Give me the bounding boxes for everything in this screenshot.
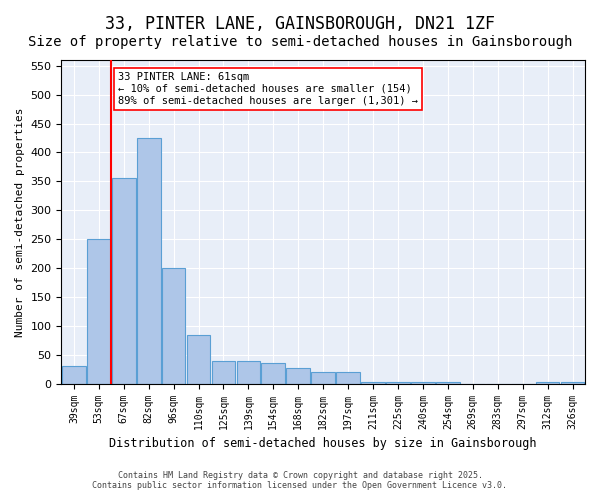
Bar [212, 360, 235, 384]
Bar [162, 268, 185, 384]
X-axis label: Distribution of semi-detached houses by size in Gainsborough: Distribution of semi-detached houses by … [109, 437, 537, 450]
Bar [386, 382, 410, 384]
Bar [411, 382, 435, 384]
Bar [62, 366, 86, 384]
Text: 33, PINTER LANE, GAINSBOROUGH, DN21 1ZF: 33, PINTER LANE, GAINSBOROUGH, DN21 1ZF [105, 15, 495, 33]
Bar [87, 239, 110, 384]
Bar [236, 360, 260, 384]
Bar [187, 334, 211, 384]
Bar [112, 178, 136, 384]
Bar [361, 382, 385, 384]
Y-axis label: Number of semi-detached properties: Number of semi-detached properties [15, 107, 25, 336]
Bar [262, 364, 285, 384]
Bar [336, 372, 360, 384]
Bar [560, 382, 584, 384]
Bar [436, 382, 460, 384]
Bar [536, 382, 559, 384]
Text: Size of property relative to semi-detached houses in Gainsborough: Size of property relative to semi-detach… [28, 35, 572, 49]
Text: 33 PINTER LANE: 61sqm
← 10% of semi-detached houses are smaller (154)
89% of sem: 33 PINTER LANE: 61sqm ← 10% of semi-deta… [118, 72, 418, 106]
Bar [137, 138, 161, 384]
Bar [286, 368, 310, 384]
Bar [311, 372, 335, 384]
Text: Contains HM Land Registry data © Crown copyright and database right 2025.
Contai: Contains HM Land Registry data © Crown c… [92, 470, 508, 490]
